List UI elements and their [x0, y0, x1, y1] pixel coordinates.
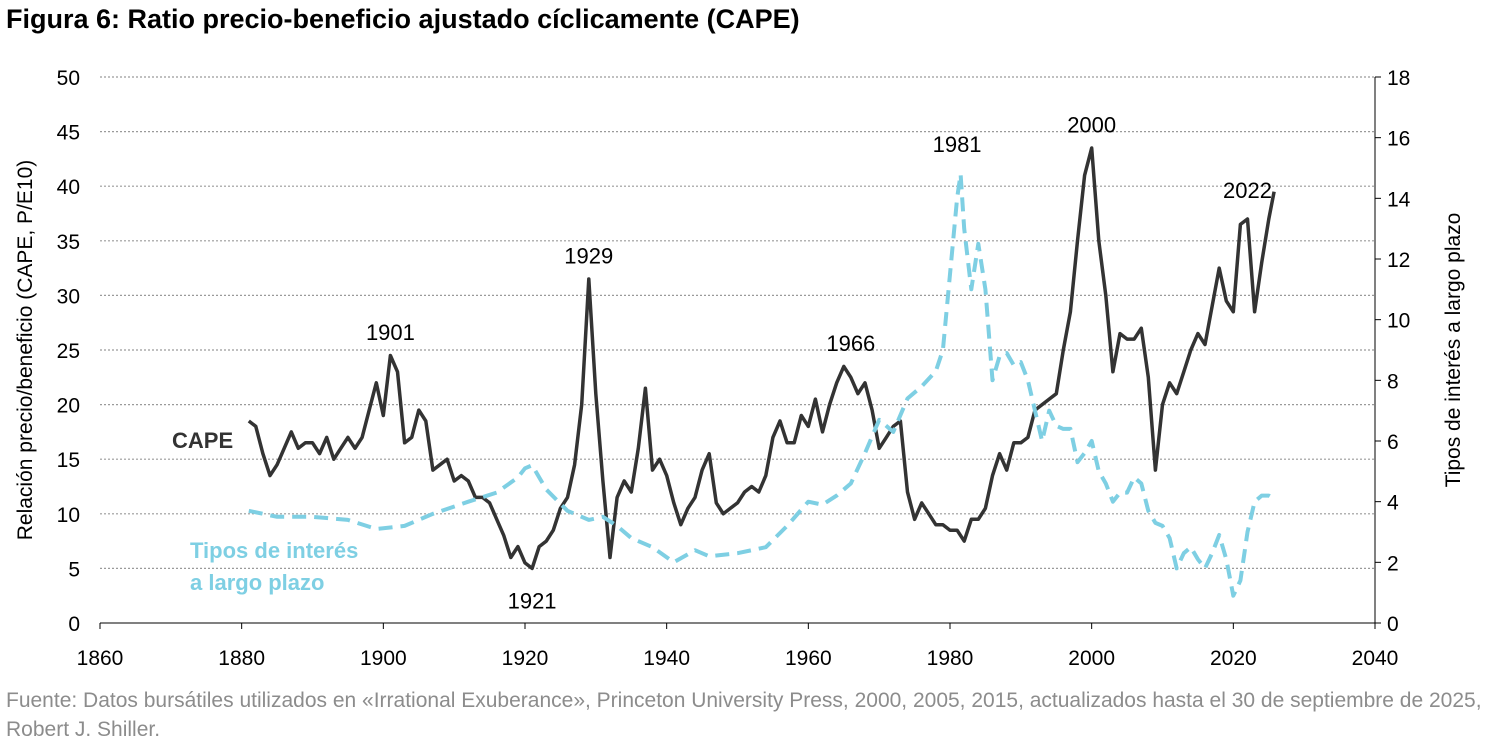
rates-series-label-line2: a largo plazo: [190, 570, 324, 595]
y2-tick-label: 14: [1387, 188, 1411, 211]
y-tick-label: 5: [68, 558, 80, 581]
annotation-label: 1929: [564, 244, 613, 269]
annotations: 1901 1921 1929 1966 1981 2000 2022: [366, 113, 1272, 614]
cape-series-label: CAPE: [172, 428, 233, 453]
y2-axis-ticks: 0 2 4 6 8 10 12 14 16 18: [1375, 67, 1411, 636]
y2-tick-label: 4: [1387, 492, 1399, 515]
y-tick-label: 0: [68, 613, 80, 636]
y2-tick-label: 8: [1387, 370, 1399, 393]
x-tick-label: 2020: [1210, 647, 1257, 670]
y2-tick-label: 12: [1387, 249, 1410, 272]
annotation-label: 1921: [508, 588, 557, 613]
x-axis-ticks: 1860 1880 1900 1920 1940 1960 1980 2000 2020 2040: [77, 623, 1399, 670]
chart: 0 5 10 15 20 25 30 35 40 45 50 0 2 4 6 8 10 12 14 16 18 186…: [14, 67, 1465, 670]
y-axis-ticks: 0 5 10 15 20 25 30 35 40 45 50: [57, 67, 80, 636]
y-tick-label: 40: [57, 176, 80, 199]
annotation-label: 2022: [1223, 178, 1272, 203]
y-tick-label: 30: [57, 285, 80, 308]
y-tick-label: 45: [57, 122, 80, 145]
y2-tick-label: 0: [1387, 613, 1399, 636]
annotation-label: 1901: [366, 320, 415, 345]
y-axis-title: Relación precio/beneficio (CAPE, P/E10): [14, 160, 37, 541]
x-tick-label: 1960: [785, 647, 832, 670]
x-tick-label: 1900: [360, 647, 407, 670]
x-tick-label: 1940: [643, 647, 690, 670]
y-tick-label: 50: [57, 67, 80, 90]
x-tick-label: 1980: [927, 647, 974, 670]
y2-axis-title: Tipos de interés a largo plazo: [1442, 213, 1465, 488]
y2-tick-label: 16: [1387, 128, 1410, 151]
annotation-label: 1966: [826, 331, 875, 356]
y-tick-label: 15: [57, 449, 80, 472]
x-tick-label: 1860: [77, 647, 124, 670]
y-tick-label: 35: [57, 231, 80, 254]
x-tick-label: 1920: [502, 647, 549, 670]
y2-tick-label: 2: [1387, 552, 1399, 575]
y-tick-label: 10: [57, 504, 80, 527]
source-note: Fuente: Datos bursátiles utilizados en «…: [6, 689, 1482, 741]
y-tick-label: 20: [57, 395, 80, 418]
x-tick-label: 1880: [218, 647, 265, 670]
cape-series-line: [247, 146, 1276, 571]
gridlines: [100, 76, 1375, 570]
y2-tick-label: 6: [1387, 431, 1399, 454]
y2-tick-label: 10: [1387, 310, 1410, 333]
x-tick-label: 2040: [1352, 647, 1399, 670]
chart-title: Figura 6: Ratio precio-beneficio ajustad…: [6, 4, 800, 34]
y2-tick-label: 18: [1387, 67, 1410, 90]
x-tick-label: 2000: [1068, 647, 1115, 670]
annotation-label: 1981: [933, 132, 982, 157]
y-tick-label: 25: [57, 340, 80, 363]
rates-series-line: [248, 172, 1276, 598]
series-lines: [247, 146, 1276, 598]
rates-series-label-line1: Tipos de interés: [190, 538, 358, 563]
annotation-label: 2000: [1067, 113, 1116, 138]
